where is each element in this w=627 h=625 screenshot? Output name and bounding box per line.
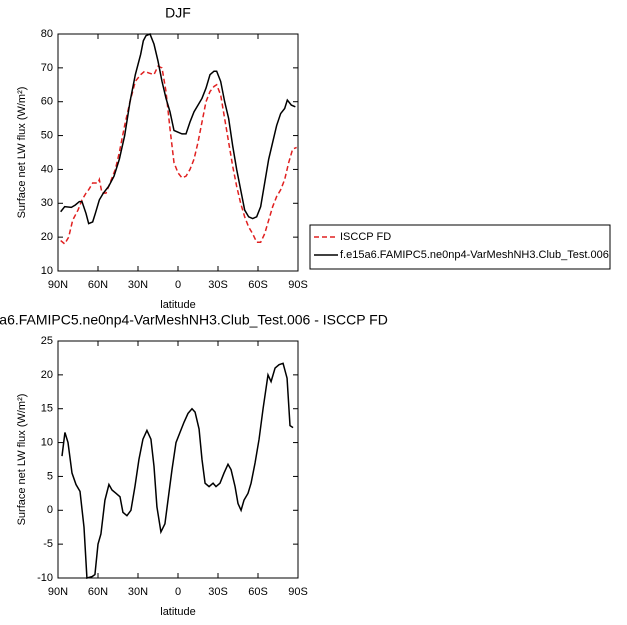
data-line bbox=[60, 65, 297, 246]
x-tick-label: 60N bbox=[88, 586, 108, 598]
y-tick-label: 30 bbox=[41, 197, 53, 209]
legend-label: ISCCP FD bbox=[340, 231, 391, 243]
y-tick-label: -10 bbox=[37, 572, 53, 584]
y-tick-label: 10 bbox=[41, 436, 53, 448]
x-tick-label: 30N bbox=[128, 586, 148, 598]
y-tick-label: 10 bbox=[41, 265, 53, 277]
y-tick-label: 25 bbox=[41, 335, 53, 347]
x-axis-label: latitude bbox=[160, 606, 195, 618]
y-tick-label: 15 bbox=[41, 403, 53, 415]
x-axis-label: latitude bbox=[160, 299, 195, 311]
chart-title: DJF bbox=[165, 5, 191, 21]
x-tick-label: 90N bbox=[48, 586, 68, 598]
x-tick-label: 60S bbox=[248, 279, 268, 291]
x-tick-label: 60S bbox=[248, 586, 268, 598]
chart-title: f.e15a6.FAMIPC5.ne0np4-VarMeshNH3.Club_T… bbox=[0, 312, 388, 328]
y-tick-label: 50 bbox=[41, 129, 53, 141]
y-tick-label: 60 bbox=[41, 96, 53, 108]
y-tick-label: 0 bbox=[47, 504, 53, 516]
y-tick-label: -5 bbox=[43, 538, 53, 550]
legend-box bbox=[309, 224, 611, 270]
x-tick-label: 30N bbox=[128, 279, 148, 291]
x-tick-label: 90S bbox=[288, 586, 308, 598]
y-tick-label: 70 bbox=[41, 62, 53, 74]
data-line bbox=[61, 362, 294, 579]
x-tick-label: 0 bbox=[175, 279, 181, 291]
x-tick-label: 0 bbox=[175, 586, 181, 598]
x-tick-label: 90S bbox=[288, 279, 308, 291]
plot-frame bbox=[57, 33, 299, 272]
data-line bbox=[60, 33, 296, 225]
y-axis-label: Surface net LW flux (W/m²) bbox=[16, 87, 28, 219]
y-tick-label: 5 bbox=[47, 470, 53, 482]
y-tick-label: 20 bbox=[41, 369, 53, 381]
plot-frame bbox=[57, 340, 299, 579]
y-axis-label: Surface net LW flux (W/m²) bbox=[16, 394, 28, 526]
legend-label: f.e15a6.FAMIPC5.ne0np4-VarMeshNH3.Club_T… bbox=[340, 249, 609, 261]
x-tick-label: 30S bbox=[208, 586, 228, 598]
x-tick-label: 30S bbox=[208, 279, 228, 291]
y-tick-label: 80 bbox=[41, 28, 53, 40]
y-tick-label: 20 bbox=[41, 231, 53, 243]
y-tick-label: 40 bbox=[41, 163, 53, 175]
x-tick-label: 90N bbox=[48, 279, 68, 291]
x-tick-label: 60N bbox=[88, 279, 108, 291]
